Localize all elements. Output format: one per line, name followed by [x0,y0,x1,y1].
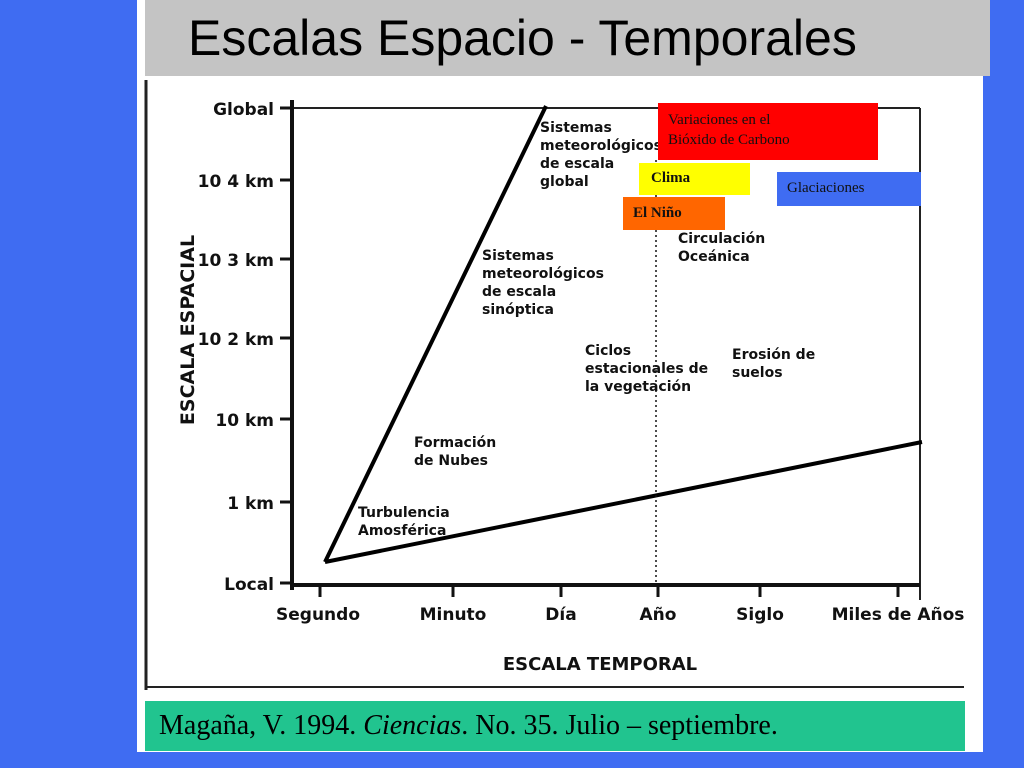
x-axis-ticks [318,585,900,597]
y-axis-title: ESCALA ESPACIAL [177,235,199,425]
svg-text:meteorológicos: meteorológicos [482,266,604,282]
y-tick-10-km: 10 km [215,411,274,431]
svg-text:estacionales de: estacionales de [585,361,708,377]
svg-text:de escala: de escala [482,284,556,300]
svg-text:Ciclos: Ciclos [585,343,631,359]
x-tick-ano: Año [640,605,677,625]
y-tick-global: Global [213,100,274,120]
x-tick-segundo: Segundo [276,605,360,625]
region-turbulence: Turbulencia Amosférica [358,505,450,539]
svg-text:Sistemas: Sistemas [540,120,612,136]
svg-text:la vegetación: la vegetación [585,379,691,395]
y-axis-ticks [280,106,292,585]
citation-journal: Ciencias [363,710,462,741]
svg-text:Sistemas: Sistemas [482,248,554,264]
co2-tag-line-2: Bióxido de Carbono [668,132,790,148]
svg-text:de escala: de escala [540,156,614,172]
citation-author: Magaña, V. 1994. [159,710,364,741]
co2-variation-tag: Variaciones en el Bióxido de Carbono [658,103,878,160]
x-tick-siglo: Siglo [736,605,784,625]
y-tick-10-2-km: 10 2 km [198,330,274,350]
glaciaciones-tag: Glaciaciones [777,172,921,206]
svg-text:Amosférica: Amosférica [358,523,446,539]
el-nino-tag: El Niño [623,197,725,230]
steep-boundary-line [323,105,548,563]
shallow-boundary-line [324,440,923,564]
svg-text:Erosión de: Erosión de [732,347,815,363]
citation-bar: Magaña, V. 1994. Ciencias. No. 35. Julio… [145,701,965,751]
x-axis-title: ESCALA TEMPORAL [503,654,697,675]
y-tick-10-3-km: 10 3 km [198,251,274,271]
title-bar [145,0,990,76]
svg-text:Formación: Formación [414,435,496,451]
region-soil-erosion: Erosión de suelos [732,347,815,381]
x-tick-minuto: Minuto [420,605,487,625]
region-vegetation-cycles: Ciclos estacionales de la vegetación [585,343,708,395]
y-tick-1-km: 1 km [227,494,274,514]
svg-text:meteorológicos: meteorológicos [540,138,662,154]
region-cloud-formation: Formación de Nubes [414,435,496,469]
svg-text:de Nubes: de Nubes [414,453,488,469]
region-global-weather: Sistemas meteorológicos de escala global [540,120,662,190]
svg-text:suelos: suelos [732,365,783,381]
svg-text:Circulación: Circulación [678,231,765,247]
region-synoptic-weather: Sistemas meteorológicos de escala sinópt… [482,248,604,318]
co2-tag-line-1: Variaciones en el [668,112,771,128]
clima-tag: Clima [639,163,750,195]
citation-details: . No. 35. Julio – septiembre. [461,710,778,741]
svg-text:sinóptica: sinóptica [482,302,554,318]
y-tick-local: Local [224,575,274,595]
svg-text:Oceánica: Oceánica [678,249,750,265]
x-tick-dia: Día [545,605,576,625]
slide-title: Escalas Espacio - Temporales [188,10,857,66]
svg-text:global: global [540,174,589,190]
y-tick-10-4-km: 10 4 km [198,172,274,192]
region-ocean-circulation: Circulación Oceánica [678,231,765,265]
svg-text:Turbulencia: Turbulencia [358,505,450,521]
x-tick-miles-de-anos: Miles de Años [832,605,965,625]
